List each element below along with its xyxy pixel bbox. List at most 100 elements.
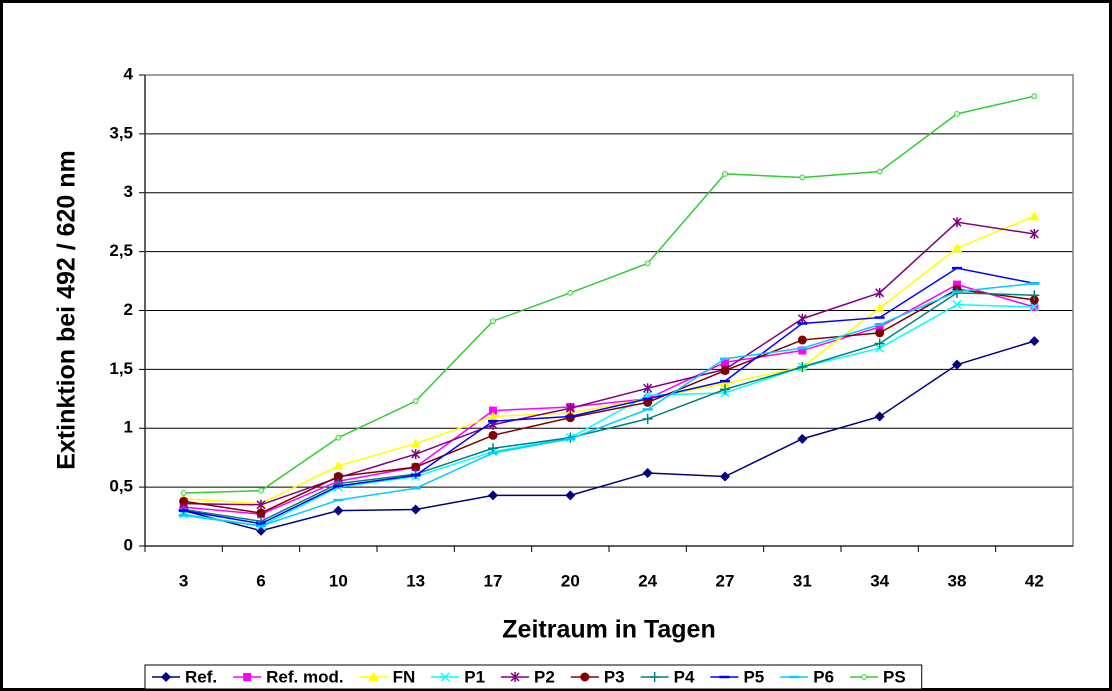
marker <box>333 505 344 516</box>
series <box>178 282 1040 528</box>
marker <box>875 328 885 338</box>
marker <box>1029 290 1040 301</box>
y-tick-label: 1,5 <box>109 359 133 378</box>
x-tick-label: 13 <box>406 571 425 590</box>
x-tick-label: 42 <box>1025 571 1044 590</box>
legend-label: Ref. mod. <box>266 667 343 686</box>
marker <box>510 672 520 682</box>
marker <box>874 303 885 313</box>
marker <box>874 338 885 349</box>
marker <box>565 403 575 414</box>
series <box>180 93 1038 496</box>
marker <box>258 487 264 494</box>
marker <box>722 171 728 177</box>
marker <box>256 499 266 510</box>
y-tick-label: 3,5 <box>109 123 133 142</box>
marker <box>411 449 421 460</box>
marker <box>580 672 590 682</box>
y-tick-label: 4 <box>124 64 134 83</box>
series-line <box>183 95 1035 494</box>
marker <box>797 335 807 345</box>
marker <box>179 496 189 506</box>
marker <box>333 460 344 470</box>
marker <box>565 490 576 501</box>
marker <box>243 673 252 681</box>
legend-label: P2 <box>534 667 555 686</box>
x-tick-label: 20 <box>561 571 580 590</box>
marker <box>721 358 729 367</box>
y-tick-label: 0 <box>124 535 133 554</box>
series-line <box>183 282 1035 527</box>
marker <box>1029 211 1040 221</box>
marker <box>952 359 962 370</box>
marker <box>440 672 450 682</box>
marker <box>799 174 806 181</box>
marker <box>411 462 421 472</box>
y-tick-label: 0,5 <box>109 477 133 496</box>
marker <box>410 504 421 515</box>
x-tick-label: 17 <box>484 571 503 590</box>
marker <box>1031 93 1038 100</box>
marker <box>797 313 807 324</box>
marker <box>720 366 730 376</box>
marker <box>875 322 884 331</box>
legend-label: PS <box>883 667 906 686</box>
marker <box>875 287 885 298</box>
marker <box>488 411 498 421</box>
series-line <box>183 292 1035 523</box>
marker <box>952 217 962 228</box>
marker <box>1029 228 1039 239</box>
marker <box>368 672 379 681</box>
marker <box>489 406 497 415</box>
series-line <box>183 303 1035 527</box>
marker <box>1029 336 1040 347</box>
marker <box>952 300 962 310</box>
marker <box>410 438 421 448</box>
marker <box>720 471 730 482</box>
marker <box>412 398 419 405</box>
legend-label: P1 <box>464 667 485 686</box>
marker <box>953 280 961 289</box>
x-tick-label: 27 <box>716 571 735 590</box>
marker <box>642 413 653 424</box>
marker <box>567 289 574 296</box>
y-tick-label: 2 <box>124 300 133 319</box>
marker <box>797 362 808 373</box>
y-tick-label: 1 <box>124 418 133 437</box>
x-tick-label: 6 <box>256 571 265 590</box>
marker <box>488 430 498 440</box>
series-line <box>183 267 1035 525</box>
y-tick-label: 3 <box>124 182 133 201</box>
legend-label: P5 <box>743 667 764 686</box>
x-axis-title: Zeitraum in Tagen <box>502 616 715 644</box>
legend: Ref. Ref. mod. FN P1 P2 P3 P4 P5 P6 PS <box>144 664 923 690</box>
x-tick-label: 10 <box>329 571 348 590</box>
series-line <box>183 288 1035 514</box>
series-line <box>183 215 1035 505</box>
marker <box>642 467 653 478</box>
marker <box>256 508 266 518</box>
marker <box>161 672 171 682</box>
marker <box>876 168 883 175</box>
marker <box>490 318 496 324</box>
marker <box>720 384 730 395</box>
marker <box>488 443 498 454</box>
marker <box>180 490 187 496</box>
marker <box>720 378 730 388</box>
marker <box>333 472 343 482</box>
x-tick-label: 31 <box>793 571 812 590</box>
x-tick-label: 24 <box>638 571 657 590</box>
legend-label: P6 <box>813 667 834 686</box>
y-tick-label: 2,5 <box>109 241 133 260</box>
marker <box>874 411 885 422</box>
series <box>178 266 1040 525</box>
marker <box>643 383 653 394</box>
legend-label: P3 <box>604 667 625 686</box>
marker <box>1029 302 1039 312</box>
series-line <box>183 340 1035 532</box>
marker <box>797 433 808 444</box>
marker <box>644 260 651 267</box>
marker <box>954 110 960 117</box>
y-axis-title: Extinktion bei 492 / 620 nm <box>53 150 81 470</box>
